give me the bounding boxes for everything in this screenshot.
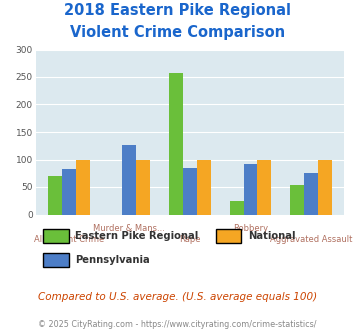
- Text: Pennsylvania: Pennsylvania: [75, 255, 150, 265]
- Bar: [183, 168, 197, 214]
- Text: Aggravated Assault: Aggravated Assault: [270, 235, 352, 244]
- Bar: [169, 73, 183, 214]
- Text: National: National: [248, 231, 295, 241]
- Bar: [257, 159, 271, 214]
- Text: 2018 Eastern Pike Regional: 2018 Eastern Pike Regional: [64, 3, 291, 18]
- Bar: [304, 173, 318, 214]
- Bar: [244, 164, 257, 214]
- Bar: [62, 169, 76, 214]
- Bar: [122, 145, 136, 214]
- Bar: [230, 201, 244, 214]
- Bar: [136, 159, 150, 214]
- Text: Compared to U.S. average. (U.S. average equals 100): Compared to U.S. average. (U.S. average …: [38, 292, 317, 302]
- Text: Rape: Rape: [179, 235, 201, 244]
- Bar: [318, 159, 332, 214]
- Bar: [290, 185, 304, 214]
- FancyBboxPatch shape: [43, 229, 69, 243]
- Text: Robbery: Robbery: [233, 224, 268, 233]
- Text: Violent Crime Comparison: Violent Crime Comparison: [70, 25, 285, 40]
- Text: Murder & Mans...: Murder & Mans...: [93, 224, 165, 233]
- Bar: [197, 159, 211, 214]
- Text: © 2025 CityRating.com - https://www.cityrating.com/crime-statistics/: © 2025 CityRating.com - https://www.city…: [38, 320, 317, 329]
- Bar: [48, 176, 62, 214]
- Text: Eastern Pike Regional: Eastern Pike Regional: [75, 231, 198, 241]
- FancyBboxPatch shape: [216, 229, 241, 243]
- FancyBboxPatch shape: [43, 252, 69, 267]
- Text: All Violent Crime: All Violent Crime: [34, 235, 104, 244]
- Bar: [76, 159, 90, 214]
